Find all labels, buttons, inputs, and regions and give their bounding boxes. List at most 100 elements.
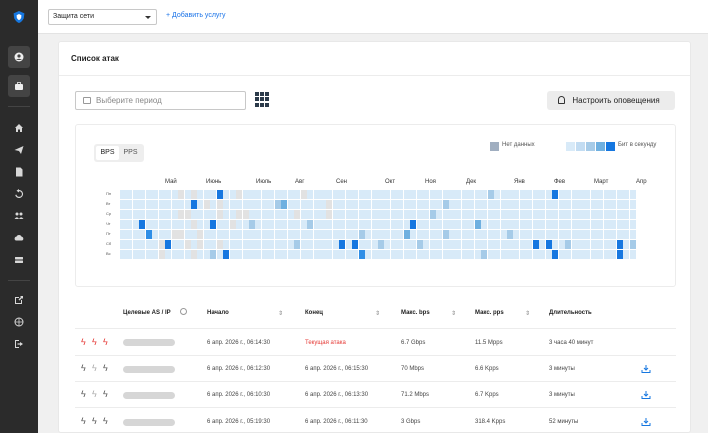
heatmap-cell[interactable] <box>577 200 584 209</box>
heatmap-cell[interactable] <box>507 240 513 249</box>
heatmap-cell[interactable] <box>287 200 294 209</box>
heatmap-cell[interactable] <box>203 240 210 249</box>
heatmap-cell[interactable] <box>461 230 468 239</box>
heatmap-cell[interactable] <box>152 190 159 199</box>
heatmap-cell[interactable] <box>171 190 178 199</box>
download-icon[interactable] <box>641 391 651 399</box>
heatmap-cell[interactable] <box>120 190 126 199</box>
heatmap-cell[interactable] <box>623 220 630 229</box>
heatmap-cell[interactable] <box>616 250 623 259</box>
heatmap-cell[interactable] <box>216 210 223 219</box>
heatmap-cell[interactable] <box>410 230 417 239</box>
heatmap-cell[interactable] <box>281 190 288 199</box>
heatmap-cell[interactable] <box>539 200 546 209</box>
heatmap-cell[interactable] <box>339 200 346 209</box>
heatmap-cell[interactable] <box>397 190 404 199</box>
search-icon[interactable] <box>180 308 187 315</box>
heatmap-cell[interactable] <box>345 210 352 219</box>
heatmap-cell[interactable] <box>416 220 423 229</box>
heatmap-cell[interactable] <box>158 190 165 199</box>
heatmap-cell[interactable] <box>242 200 249 209</box>
heatmap-cell[interactable] <box>590 220 597 229</box>
heatmap-cell[interactable] <box>352 230 359 239</box>
heatmap-cell[interactable] <box>178 240 185 249</box>
heatmap-cell[interactable] <box>365 210 372 219</box>
heatmap-cell[interactable] <box>616 200 623 209</box>
heatmap-cell[interactable] <box>197 220 204 229</box>
heatmap-cell[interactable] <box>403 240 410 249</box>
heatmap-cell[interactable] <box>500 220 507 229</box>
heatmap-cell[interactable] <box>616 230 623 239</box>
heatmap-cell[interactable] <box>126 240 133 249</box>
heatmap-cell[interactable] <box>345 240 352 249</box>
heatmap-cell[interactable] <box>623 230 630 239</box>
heatmap-cell[interactable] <box>249 210 255 219</box>
heatmap-cell[interactable] <box>494 250 501 259</box>
heatmap-cell[interactable] <box>242 220 249 229</box>
heatmap-cell[interactable] <box>332 220 339 229</box>
heatmap-cell[interactable] <box>423 200 430 209</box>
heatmap-cell[interactable] <box>410 240 417 249</box>
heatmap-cell[interactable] <box>184 220 191 229</box>
heatmap-cell[interactable] <box>526 190 533 199</box>
heatmap-cell[interactable] <box>313 230 320 239</box>
heatmap-cell[interactable] <box>229 220 236 229</box>
heatmap-cell[interactable] <box>294 210 301 219</box>
heatmap-cell[interactable] <box>403 250 410 259</box>
heatmap-cell[interactable] <box>455 190 462 199</box>
heatmap-cell[interactable] <box>519 240 526 249</box>
heatmap-cell[interactable] <box>584 190 591 199</box>
heatmap-cell[interactable] <box>610 240 617 249</box>
heatmap-cell[interactable] <box>307 250 314 259</box>
send-icon[interactable] <box>8 139 30 161</box>
heatmap-cell[interactable] <box>358 210 365 219</box>
heatmap-cell[interactable] <box>397 200 404 209</box>
heatmap-cell[interactable] <box>590 230 597 239</box>
heatmap-cell[interactable] <box>571 200 578 209</box>
heatmap-cell[interactable] <box>494 230 501 239</box>
period-picker[interactable]: Выберите период <box>75 91 246 110</box>
heatmap-cell[interactable] <box>584 220 591 229</box>
heatmap-cell[interactable] <box>139 240 146 249</box>
heatmap-cell[interactable] <box>139 200 146 209</box>
sort-icon[interactable]: ⇕ <box>278 311 284 317</box>
heatmap-cell[interactable] <box>178 220 185 229</box>
heatmap-cell[interactable] <box>242 230 249 239</box>
heatmap-cell[interactable] <box>423 210 430 219</box>
heatmap-cell[interactable] <box>507 190 513 199</box>
heatmap-cell[interactable] <box>603 230 610 239</box>
heatmap-cell[interactable] <box>158 220 165 229</box>
heatmap-cell[interactable] <box>526 220 533 229</box>
heatmap-cell[interactable] <box>255 240 262 249</box>
heatmap-cell[interactable] <box>539 250 546 259</box>
heatmap-cell[interactable] <box>468 220 475 229</box>
heatmap-cell[interactable] <box>442 250 449 259</box>
col-header-max-pps[interactable]: Макс. pps <box>475 310 504 316</box>
heatmap-cell[interactable] <box>461 190 468 199</box>
heatmap-cell[interactable] <box>436 210 443 219</box>
heatmap-cell[interactable] <box>565 190 572 199</box>
heatmap-cell[interactable] <box>139 220 146 229</box>
heatmap-cell[interactable] <box>577 210 584 219</box>
heatmap-cell[interactable] <box>494 220 501 229</box>
heatmap-cell[interactable] <box>623 240 630 249</box>
heatmap-cell[interactable] <box>448 230 455 239</box>
heatmap-cell[interactable] <box>461 200 468 209</box>
heatmap-cell[interactable] <box>345 190 352 199</box>
heatmap-cell[interactable] <box>345 230 352 239</box>
heatmap-cell[interactable] <box>539 240 546 249</box>
heatmap-cell[interactable] <box>223 210 230 219</box>
heatmap-cell[interactable] <box>197 190 204 199</box>
heatmap-cell[interactable] <box>352 190 359 199</box>
heatmap-cell[interactable] <box>384 230 391 239</box>
heatmap-cell[interactable] <box>623 200 630 209</box>
heatmap-cell[interactable] <box>365 230 372 239</box>
heatmap-cell[interactable] <box>145 200 152 209</box>
heatmap-cell[interactable] <box>358 250 365 259</box>
heatmap-cell[interactable] <box>436 220 443 229</box>
heatmap-cell[interactable] <box>365 220 372 229</box>
heatmap-cell[interactable] <box>255 190 262 199</box>
heatmap-cell[interactable] <box>178 250 185 259</box>
heatmap-cell[interactable] <box>384 200 391 209</box>
heatmap-cell[interactable] <box>178 230 185 239</box>
